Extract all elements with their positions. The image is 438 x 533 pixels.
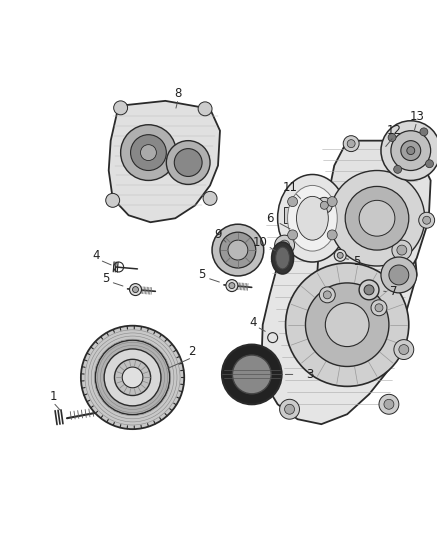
Circle shape bbox=[95, 340, 170, 415]
Circle shape bbox=[364, 285, 374, 295]
Circle shape bbox=[229, 282, 235, 288]
Polygon shape bbox=[318, 141, 431, 312]
Circle shape bbox=[419, 212, 434, 228]
Circle shape bbox=[423, 216, 431, 224]
Circle shape bbox=[316, 197, 332, 213]
Circle shape bbox=[401, 141, 421, 160]
Circle shape bbox=[384, 399, 394, 409]
Circle shape bbox=[394, 165, 402, 173]
Circle shape bbox=[279, 399, 300, 419]
Circle shape bbox=[166, 141, 210, 184]
Circle shape bbox=[226, 280, 238, 292]
Circle shape bbox=[81, 326, 184, 429]
Text: 9: 9 bbox=[214, 228, 222, 241]
Circle shape bbox=[220, 232, 256, 268]
Text: 4: 4 bbox=[92, 248, 99, 262]
Circle shape bbox=[222, 345, 282, 404]
Text: 13: 13 bbox=[409, 110, 424, 123]
Circle shape bbox=[325, 303, 369, 346]
Ellipse shape bbox=[278, 174, 347, 262]
Polygon shape bbox=[262, 205, 417, 424]
Text: 10: 10 bbox=[252, 236, 267, 248]
Text: 11: 11 bbox=[283, 181, 298, 194]
Ellipse shape bbox=[297, 196, 328, 240]
Circle shape bbox=[375, 304, 383, 312]
Circle shape bbox=[122, 367, 143, 388]
Circle shape bbox=[379, 394, 399, 414]
Circle shape bbox=[399, 345, 409, 354]
Circle shape bbox=[337, 253, 343, 259]
Circle shape bbox=[420, 128, 428, 136]
Circle shape bbox=[212, 224, 264, 276]
Circle shape bbox=[286, 263, 409, 386]
Ellipse shape bbox=[272, 242, 293, 274]
Circle shape bbox=[106, 193, 120, 207]
Text: 1: 1 bbox=[49, 390, 57, 403]
Text: 5: 5 bbox=[353, 255, 361, 268]
Circle shape bbox=[334, 249, 346, 261]
Circle shape bbox=[319, 287, 335, 303]
Circle shape bbox=[381, 121, 438, 181]
Circle shape bbox=[174, 149, 202, 176]
Ellipse shape bbox=[276, 247, 290, 269]
Polygon shape bbox=[109, 101, 220, 222]
Circle shape bbox=[120, 125, 176, 181]
Circle shape bbox=[198, 102, 212, 116]
Circle shape bbox=[104, 349, 161, 406]
Text: 8: 8 bbox=[175, 87, 182, 100]
Circle shape bbox=[288, 197, 297, 207]
Circle shape bbox=[329, 171, 425, 266]
Circle shape bbox=[131, 135, 166, 171]
Circle shape bbox=[359, 200, 395, 236]
Circle shape bbox=[345, 187, 409, 250]
Text: 3: 3 bbox=[306, 368, 313, 381]
Polygon shape bbox=[386, 212, 402, 228]
Circle shape bbox=[327, 197, 337, 207]
Circle shape bbox=[285, 404, 294, 414]
Circle shape bbox=[371, 300, 387, 316]
Circle shape bbox=[275, 235, 294, 255]
Circle shape bbox=[203, 191, 217, 205]
Circle shape bbox=[392, 240, 412, 260]
Circle shape bbox=[407, 147, 415, 155]
Circle shape bbox=[114, 101, 127, 115]
Circle shape bbox=[391, 131, 431, 171]
Circle shape bbox=[320, 201, 328, 209]
Circle shape bbox=[409, 152, 425, 168]
Circle shape bbox=[228, 240, 248, 260]
Circle shape bbox=[279, 240, 290, 250]
Polygon shape bbox=[283, 207, 300, 223]
Text: 12: 12 bbox=[386, 124, 401, 137]
Circle shape bbox=[359, 280, 379, 300]
Circle shape bbox=[388, 133, 396, 141]
Text: 2: 2 bbox=[188, 345, 196, 358]
Circle shape bbox=[141, 144, 156, 160]
Circle shape bbox=[305, 283, 389, 367]
Text: 5: 5 bbox=[102, 272, 110, 286]
Ellipse shape bbox=[288, 185, 337, 251]
Circle shape bbox=[389, 265, 409, 285]
Text: 5: 5 bbox=[198, 269, 206, 281]
Circle shape bbox=[347, 140, 355, 148]
Circle shape bbox=[381, 257, 417, 293]
Circle shape bbox=[343, 136, 359, 151]
Text: 4: 4 bbox=[249, 316, 257, 329]
Circle shape bbox=[133, 287, 138, 293]
Circle shape bbox=[114, 359, 151, 395]
Circle shape bbox=[413, 157, 421, 165]
Circle shape bbox=[397, 245, 407, 255]
Circle shape bbox=[394, 340, 414, 360]
Circle shape bbox=[130, 284, 141, 295]
Text: 6: 6 bbox=[266, 212, 273, 225]
Text: 7: 7 bbox=[390, 285, 398, 298]
Circle shape bbox=[233, 355, 271, 394]
Circle shape bbox=[426, 160, 434, 168]
Circle shape bbox=[288, 230, 297, 240]
Circle shape bbox=[327, 230, 337, 240]
Circle shape bbox=[323, 291, 331, 299]
